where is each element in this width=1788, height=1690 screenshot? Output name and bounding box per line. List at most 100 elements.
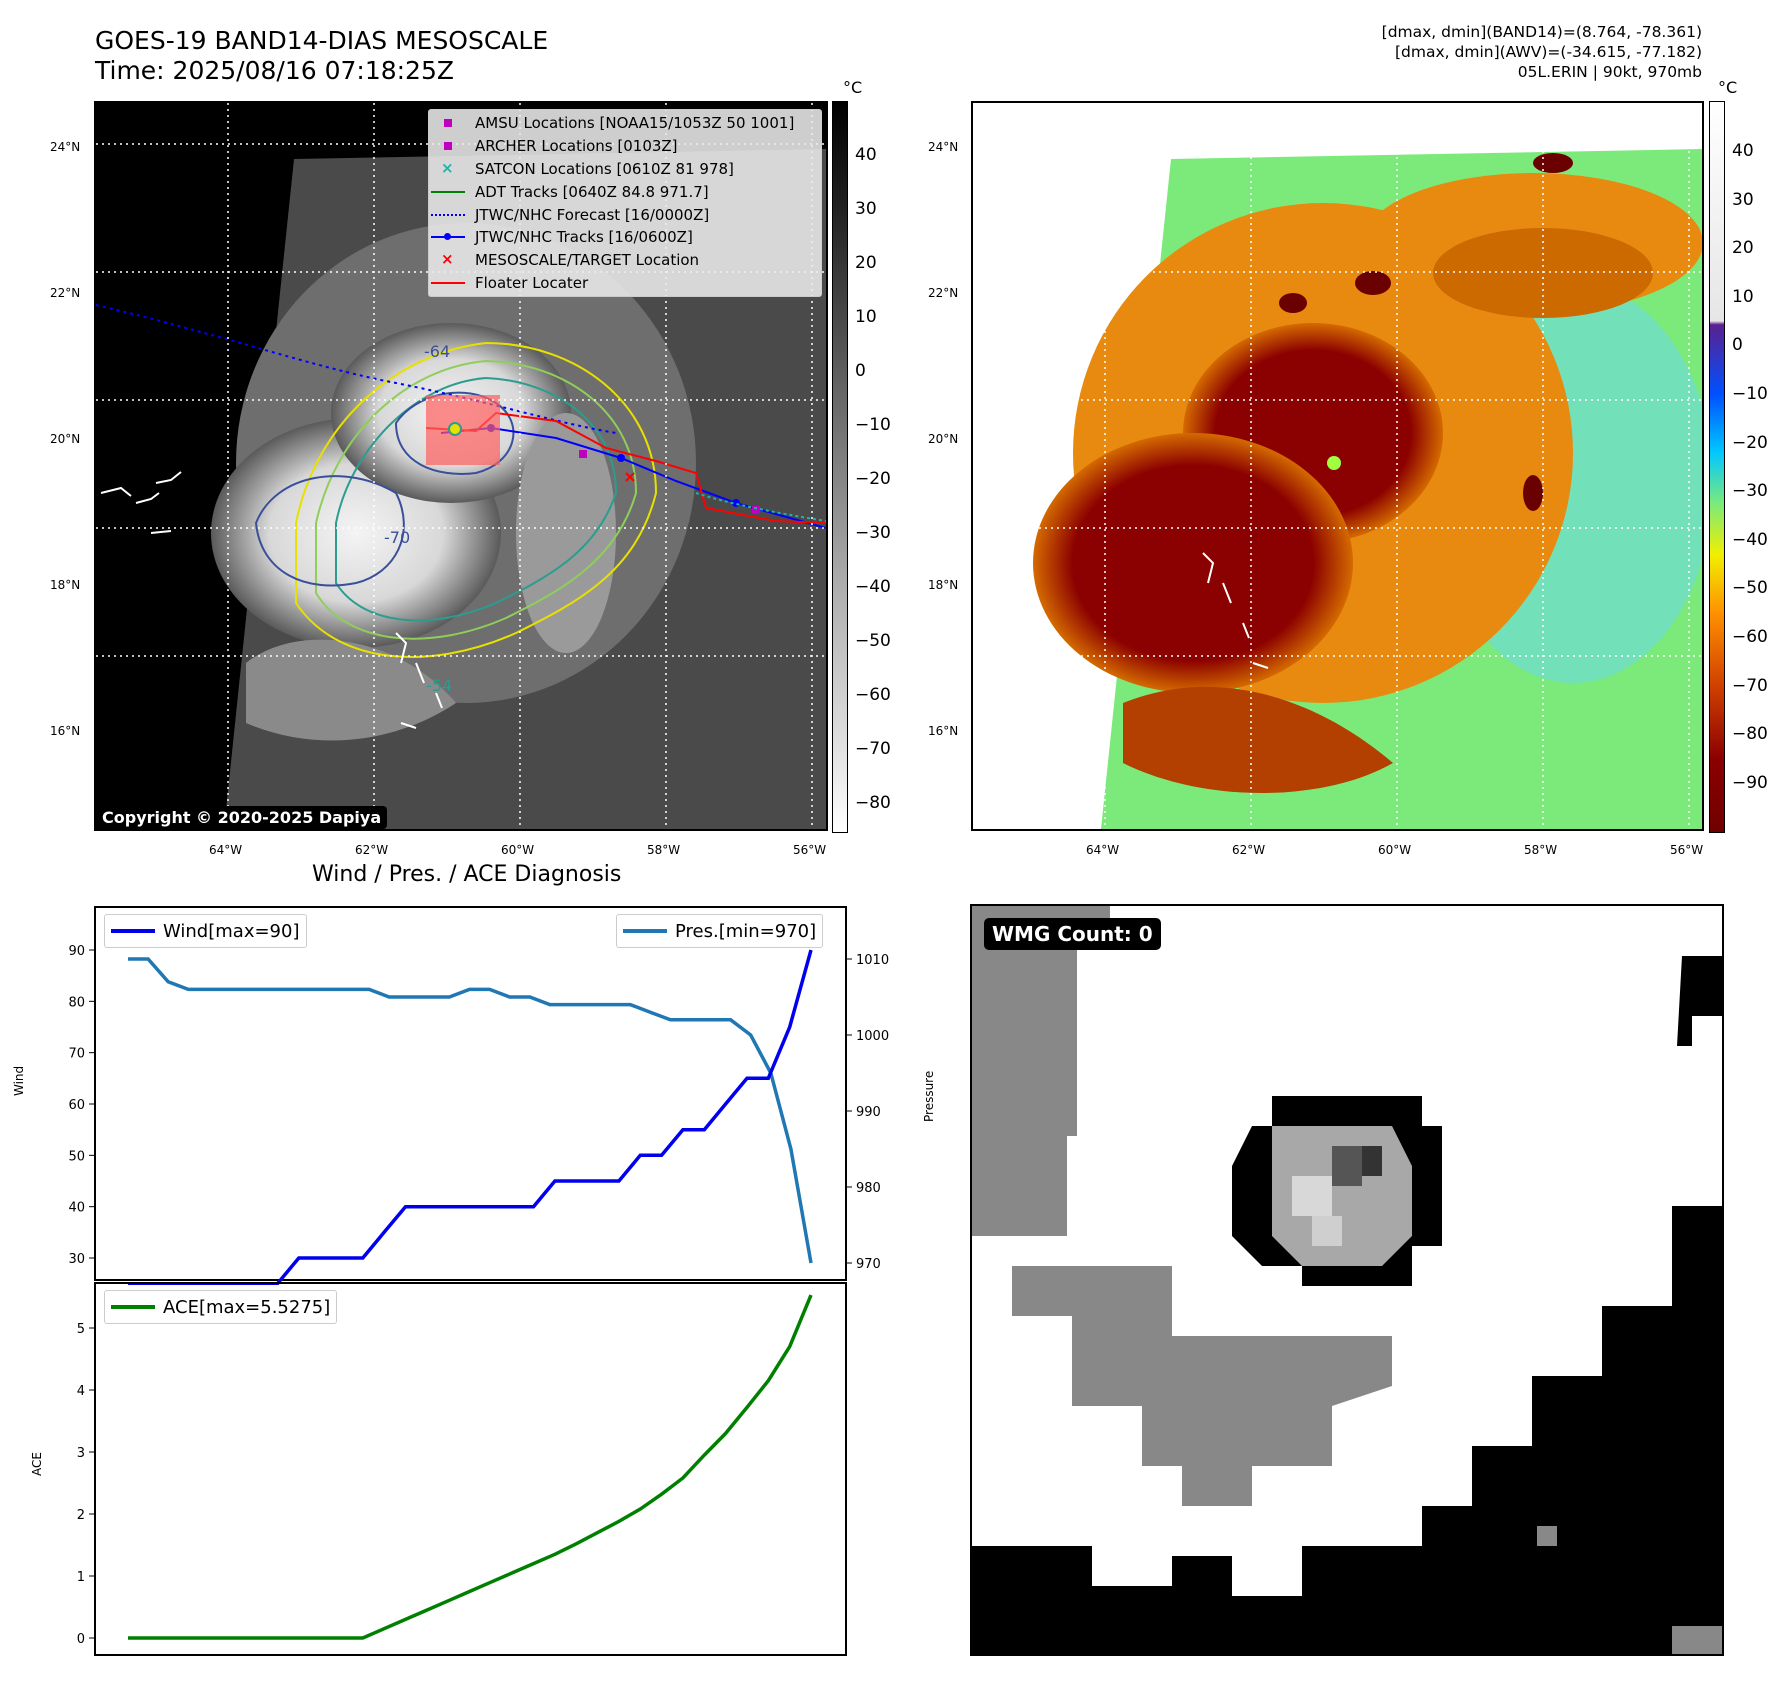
diagnosis-title: Wind / Pres. / ACE Diagnosis bbox=[312, 862, 622, 887]
ace-y-tick-label: 1 bbox=[77, 1570, 85, 1585]
ir-colorbar bbox=[832, 101, 848, 833]
legend-label: Floater Locater bbox=[475, 273, 589, 292]
legend-label: MESOSCALE/TARGET Location bbox=[475, 251, 700, 270]
awv-colorbar-tick: −90 bbox=[1732, 772, 1768, 793]
ir-map-panel: -64 -70 -54 AMSU Locations [NOAA15/1053Z… bbox=[94, 101, 828, 831]
pressure-y-tick-label: 1010 bbox=[856, 953, 889, 968]
ace-legend: ACE[max=5.5275] bbox=[104, 1290, 338, 1324]
info-line-1: [dmax, dmin](BAND14)=(8.764, -78.361) bbox=[1381, 23, 1702, 41]
legend-symbol bbox=[429, 276, 467, 290]
wind-y-tick-label: 70 bbox=[68, 1047, 85, 1062]
ir-colorbar-tick: −30 bbox=[855, 523, 891, 543]
legend-symbol bbox=[429, 185, 467, 199]
ace-series-line bbox=[128, 1294, 813, 1640]
awv-lon-label-58w: 58°W bbox=[1524, 843, 1558, 857]
awv-colorbar-tick: 40 bbox=[1732, 141, 1754, 161]
contour-label-2: -70 bbox=[384, 528, 410, 547]
awv-colorbar bbox=[1709, 101, 1725, 833]
ir-colorbar-tick: −80 bbox=[855, 793, 891, 813]
ir-colorbar-tick: −60 bbox=[855, 685, 891, 705]
awv-colorbar-tick: −40 bbox=[1732, 529, 1768, 550]
awv-colorbar-unit: °C bbox=[1718, 78, 1738, 97]
awv-lat-label-24n: 24°N bbox=[928, 140, 959, 154]
ir-colorbar-tick: −10 bbox=[855, 415, 891, 435]
ir-colorbar-tick: 40 bbox=[855, 145, 877, 165]
wind-y-tick-label: 40 bbox=[68, 1201, 85, 1216]
ir-colorbar-unit: °C bbox=[843, 78, 863, 97]
wind-legend: Wind[max=90] bbox=[104, 914, 307, 948]
awv-lat-label-16n: 16°N bbox=[928, 724, 959, 738]
ir-colorbar-tick: 10 bbox=[855, 307, 877, 327]
ir-colorbar-tick: −70 bbox=[855, 739, 891, 759]
info-line-3: 05L.ERIN | 90kt, 970mb bbox=[1517, 63, 1702, 81]
awv-lat-label-22n: 22°N bbox=[928, 286, 959, 300]
storm-info: [dmax, dmin](BAND14)=(8.764, -78.361) [d… bbox=[1382, 22, 1702, 82]
legend-label: ARCHER Locations [0103Z] bbox=[475, 137, 678, 156]
awv-colorbar-tick: −80 bbox=[1732, 724, 1768, 745]
awv-colorbar-tick: 30 bbox=[1732, 189, 1754, 210]
legend-item: ARCHER Locations [0103Z] bbox=[429, 135, 821, 158]
legend-item: AMSU Locations [NOAA15/1053Z 50 1001] bbox=[429, 112, 821, 135]
legend-item: × SATCON Locations [0610Z 81 978] bbox=[429, 158, 821, 181]
ace-y-tick-label: 4 bbox=[77, 1384, 85, 1399]
legend-symbol bbox=[429, 230, 467, 244]
legend-label: JTWC/NHC Tracks [16/0600Z] bbox=[475, 228, 693, 247]
title-line-2: Time: 2025/08/16 07:18:25Z bbox=[95, 56, 454, 85]
wind-axis-label: Wind bbox=[12, 1065, 26, 1096]
awv-lon-label-56w: 56°W bbox=[1670, 843, 1704, 857]
lat-label-22n: 22°N bbox=[50, 286, 81, 300]
wind-legend-swatch bbox=[111, 929, 155, 933]
map-legend: AMSU Locations [NOAA15/1053Z 50 1001] ARC… bbox=[428, 109, 822, 298]
awv-colorbar-tick: 10 bbox=[1732, 286, 1754, 307]
legend-label: JTWC/NHC Forecast [16/0000Z] bbox=[475, 205, 710, 224]
copyright-badge: Copyright © 2020-2025 Dapiya bbox=[96, 806, 388, 829]
ace-legend-swatch bbox=[111, 1305, 155, 1309]
wind-plot-frame bbox=[94, 906, 847, 1281]
pressure-y-tick-label: 1000 bbox=[856, 1029, 889, 1044]
legend-label: SATCON Locations [0610Z 81 978] bbox=[475, 159, 734, 178]
awv-lat-label-18n: 18°N bbox=[928, 578, 959, 592]
awv-colorbar-tick: −60 bbox=[1732, 627, 1768, 647]
ace-y-tick-label: 3 bbox=[77, 1446, 85, 1461]
awv-colorbar-tick: 20 bbox=[1732, 238, 1754, 259]
ace-chart: 0 1 2 3 4 5 bbox=[77, 1282, 847, 1656]
awv-colorbar-tick: −70 bbox=[1732, 675, 1768, 696]
pressure-y-tick-label: 990 bbox=[856, 1105, 881, 1120]
pressure-legend: Pres.[min=970] bbox=[616, 914, 824, 948]
wmg-count-badge: WMG Count: 0 bbox=[984, 918, 1161, 950]
wind-pressure-chart: 30 40 50 60 70 80 90 970 980 990 1000 1010 bbox=[68, 906, 889, 1285]
legend-symbol bbox=[429, 116, 467, 130]
wind-series-line bbox=[128, 949, 813, 1285]
ir-colorbar-tick: 20 bbox=[855, 253, 877, 273]
wmg-panel: WMG Count: 0 bbox=[970, 904, 1724, 1656]
wind-y-tick-label: 60 bbox=[68, 1098, 85, 1113]
pressure-legend-swatch bbox=[623, 929, 667, 933]
awv-map-image bbox=[973, 103, 1702, 829]
ace-y-tick-label: 2 bbox=[77, 1508, 85, 1523]
legend-label: ADT Tracks [0640Z 84.8 971.7] bbox=[475, 182, 709, 201]
legend-item: Floater Locater bbox=[429, 272, 821, 295]
legend-label: AMSU Locations [NOAA15/1053Z 50 1001] bbox=[475, 114, 795, 133]
wind-legend-label: Wind[max=90] bbox=[163, 920, 300, 942]
pressure-y-tick-label: 980 bbox=[856, 1181, 881, 1196]
wind-y-tick-label: 80 bbox=[68, 995, 85, 1010]
awv-lon-label-64w: 64°W bbox=[1086, 843, 1120, 857]
awv-colorbar-tick: −50 bbox=[1732, 578, 1768, 599]
legend-symbol: × bbox=[441, 250, 454, 269]
legend-symbol bbox=[429, 208, 467, 222]
ace-axis-label: ACE bbox=[30, 1452, 44, 1476]
ace-legend-label: ACE[max=5.5275] bbox=[163, 1296, 331, 1318]
pressure-series-line bbox=[128, 957, 813, 1264]
awv-colorbar-tick: −10 bbox=[1732, 384, 1768, 404]
legend-item: JTWC/NHC Tracks [16/0600Z] bbox=[429, 226, 821, 249]
lat-label-18n: 18°N bbox=[50, 578, 81, 592]
legend-item: ADT Tracks [0640Z 84.8 971.7] bbox=[429, 180, 821, 203]
awv-lat-label-20n: 20°N bbox=[928, 432, 959, 446]
lat-label-20n: 20°N bbox=[50, 432, 81, 446]
ir-colorbar-tick: −40 bbox=[855, 577, 891, 597]
info-line-2: [dmax, dmin](AWV)=(-34.615, -77.182) bbox=[1395, 43, 1702, 61]
ir-colorbar-tick: 0 bbox=[855, 361, 866, 381]
awv-map-panel bbox=[971, 101, 1704, 831]
awv-lon-label-62w: 62°W bbox=[1232, 843, 1266, 857]
title-line-1: GOES-19 BAND14-DIAS MESOSCALE bbox=[95, 26, 549, 55]
